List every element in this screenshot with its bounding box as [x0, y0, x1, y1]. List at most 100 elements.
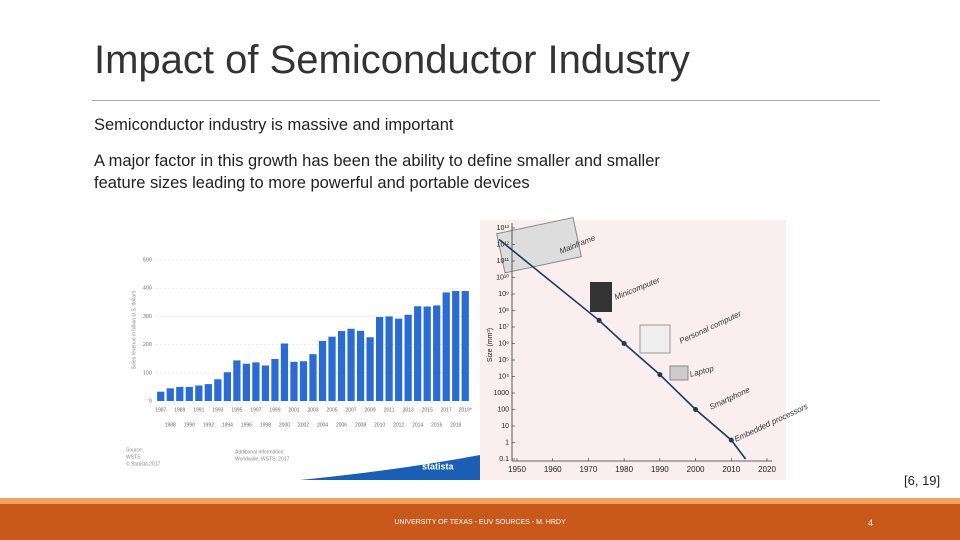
y-tick-label: 10 [501, 423, 509, 430]
bar [271, 358, 279, 401]
y-tick-label: 10⁵ [498, 357, 509, 364]
y-tick-label: 10⁴ [498, 373, 509, 380]
bar [195, 385, 203, 401]
x-tick-label: 2005 [326, 407, 337, 413]
y-tick-label: 100 [497, 406, 509, 413]
bar [261, 365, 270, 401]
bar [318, 340, 327, 401]
bar [423, 306, 431, 401]
bullet: A major factor in this growth has been t… [94, 152, 660, 192]
x-tick-label: 2002 [298, 422, 309, 428]
point [693, 407, 699, 412]
x-tick-label: 1992 [203, 422, 214, 428]
footer-bar [0, 504, 960, 540]
page-number: 4 [868, 518, 874, 528]
bar [442, 292, 450, 401]
bar [347, 328, 355, 401]
x-tick-label: 2000 [687, 465, 705, 474]
chart-title: Semiconductor sales revenue worldwide fr… [147, 229, 445, 251]
x-tick-label: 2001 [288, 407, 299, 413]
bar [223, 372, 231, 401]
log-panel [480, 220, 786, 480]
bar [242, 363, 251, 401]
info-label: Additional Information: [235, 449, 285, 455]
bar [366, 337, 374, 401]
point [621, 341, 627, 346]
x-tick-label: 1998 [260, 422, 271, 428]
bar [385, 316, 393, 401]
statista-wave [300, 455, 480, 480]
bullet: Semiconductor industry is massive and im… [94, 116, 454, 134]
info-line: Worldwide; WSTS; 2017 [235, 456, 290, 462]
point [657, 372, 663, 378]
bar [204, 384, 212, 401]
x-tick-label: 2012 [393, 422, 404, 428]
logo: statista [422, 461, 455, 471]
x-tick-label: 2003 [307, 407, 318, 413]
x-tick-label: 2014 [412, 422, 423, 428]
bar [337, 331, 346, 401]
y-tick-label: 10⁹ [498, 291, 509, 298]
annotation: Smartphone [708, 385, 752, 412]
bar [452, 291, 460, 401]
x-tick-label: 1997 [250, 407, 261, 413]
x-tick-label: 1987 [155, 407, 166, 413]
x-tick-label: 1960 [544, 465, 562, 474]
y-axis-label: Sales revenue in billion U.S. dollars [131, 290, 137, 369]
pc-icon [639, 324, 671, 354]
bar [176, 386, 184, 401]
bar [404, 314, 412, 401]
y-tick-label: 0 [149, 398, 152, 404]
y-tick-label: 10¹¹ [497, 258, 510, 265]
y-tick-label: 10⁷ [499, 324, 510, 331]
bar-panel [116, 220, 480, 480]
bar [166, 388, 174, 401]
y-tick-label: 500 [143, 257, 152, 263]
y-tick-label: 10¹⁰ [496, 273, 509, 281]
source-label: Source: [126, 447, 143, 453]
y-tick-label: 100 [143, 370, 152, 376]
x-tick-label: 1996 [241, 422, 252, 428]
annotation: Minicomputer [613, 275, 661, 301]
bar [461, 291, 469, 401]
x-tick-label: 1991 [193, 407, 204, 413]
x-tick-label: 2004 [317, 422, 328, 428]
annotation: Personal computer [678, 309, 743, 346]
slide-title: Impact of Semiconductor Industry [94, 38, 690, 82]
bar [414, 306, 422, 401]
bar [375, 316, 384, 401]
x-tick-label: 2011 [384, 407, 395, 413]
bar [395, 318, 403, 401]
x-tick-label: 1990 [651, 465, 669, 474]
footer-stripe [0, 498, 960, 504]
x-tick-label: 1990 [184, 422, 195, 428]
x-tick-label: 2000 [279, 422, 290, 428]
y-tick-label: 1 [505, 439, 509, 446]
bar [252, 362, 260, 401]
y-tick-label: 10⁸ [498, 307, 509, 314]
y-tick-label: 300 [143, 314, 152, 320]
y-tick-label: 1000 [493, 390, 509, 397]
x-tick-label: 1989 [174, 407, 185, 413]
bar [157, 391, 165, 401]
bar [290, 361, 298, 401]
x-tick-label: 2010 [722, 465, 740, 474]
bar [214, 379, 222, 401]
annotation: Mainframe [558, 233, 597, 256]
y-tick-label: 10⁶ [498, 340, 509, 347]
bar [356, 330, 365, 401]
x-tick-label: 2019* [459, 407, 472, 413]
x-tick-label: 2015 [422, 407, 433, 413]
x-tick-label: 2013 [403, 407, 414, 413]
x-tick-label: 2009 [365, 407, 376, 413]
annotation: Embedded processors [733, 402, 809, 444]
x-tick-label: 1988 [165, 422, 176, 428]
mainframe-icon [496, 216, 582, 274]
bar [280, 343, 289, 401]
bar [299, 361, 308, 401]
x-tick-label: 1993 [212, 407, 223, 413]
x-tick-label: 2020 [758, 465, 776, 474]
x-tick-label: 1999 [269, 407, 280, 413]
bar [309, 354, 317, 401]
